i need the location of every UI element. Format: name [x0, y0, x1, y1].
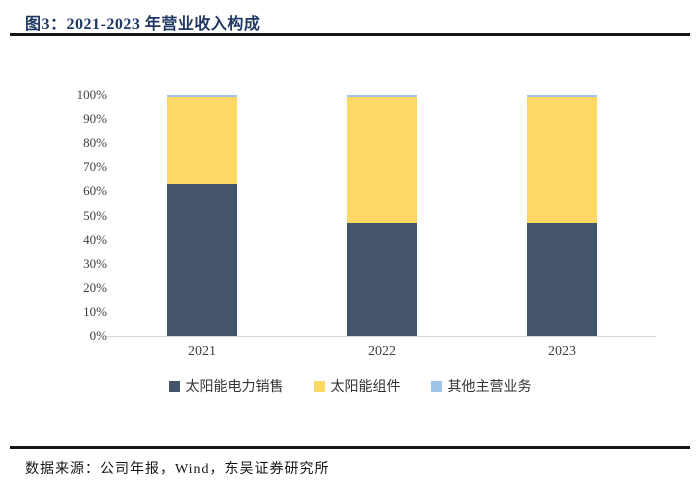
- figure-title: 图3：2021-2023 年营业收入构成: [25, 16, 261, 33]
- data-source-note: 数据来源：公司年报，Wind，东吴证券研究所: [25, 462, 330, 477]
- y-tick-label: 90%: [83, 111, 107, 127]
- y-tick-label: 50%: [83, 207, 107, 223]
- bar-segment: [347, 97, 417, 223]
- bar-slot-2023: [472, 95, 652, 336]
- x-axis-line: [106, 336, 656, 337]
- y-tick-label: 60%: [83, 183, 107, 199]
- legend-item: 其他主营业务: [430, 376, 532, 396]
- y-tick-label: 70%: [83, 159, 107, 175]
- y-tick-label: 30%: [83, 255, 107, 271]
- chart-legend: 太阳能电力销售 太阳能组件 其他主营业务: [0, 376, 700, 396]
- legend-item: 太阳能电力销售: [168, 376, 284, 396]
- footer-divider: [10, 446, 690, 449]
- bar-segment: [527, 222, 597, 336]
- y-tick-label: 40%: [83, 231, 107, 247]
- stacked-bar-2022: [347, 95, 417, 336]
- stacked-bar-chart: [106, 95, 656, 337]
- bar-segment: [347, 95, 417, 98]
- bar-segment: [167, 95, 237, 98]
- x-axis-category-labels: 2021 2022 2023: [112, 344, 652, 360]
- y-tick-label: 20%: [83, 279, 107, 295]
- x-category-label: 2023: [548, 344, 576, 359]
- y-tick-label: 0%: [89, 328, 107, 343]
- bar-segment: [167, 97, 237, 185]
- y-tick-label: 100%: [76, 87, 107, 102]
- legend-item: 太阳能组件: [313, 376, 401, 396]
- stacked-bar-2021: [167, 95, 237, 336]
- legend-swatch-icon: [168, 380, 180, 392]
- bar-segment: [167, 184, 237, 336]
- y-tick-label: 10%: [83, 303, 107, 319]
- bar-segment: [347, 222, 417, 336]
- bars-container: [112, 95, 652, 336]
- bar-segment: [527, 97, 597, 223]
- stacked-bar-2023: [527, 95, 597, 336]
- bar-slot-2021: [112, 95, 292, 336]
- legend-label: 其他主营业务: [447, 380, 532, 395]
- legend-swatch-icon: [313, 380, 325, 392]
- bar-slot-2022: [292, 95, 472, 336]
- y-tick-label: 80%: [83, 135, 107, 151]
- bar-segment: [527, 95, 597, 98]
- legend-label: 太阳能电力销售: [185, 380, 284, 395]
- legend-label: 太阳能组件: [330, 380, 401, 395]
- title-divider: [10, 33, 690, 36]
- x-category-label: 2022: [368, 344, 396, 359]
- x-category-label: 2021: [188, 344, 216, 359]
- y-axis-tick-labels: 0% 10% 20% 30% 40% 50% 60% 70% 80% 90% 100%: [53, 87, 107, 343]
- legend-swatch-icon: [430, 380, 442, 392]
